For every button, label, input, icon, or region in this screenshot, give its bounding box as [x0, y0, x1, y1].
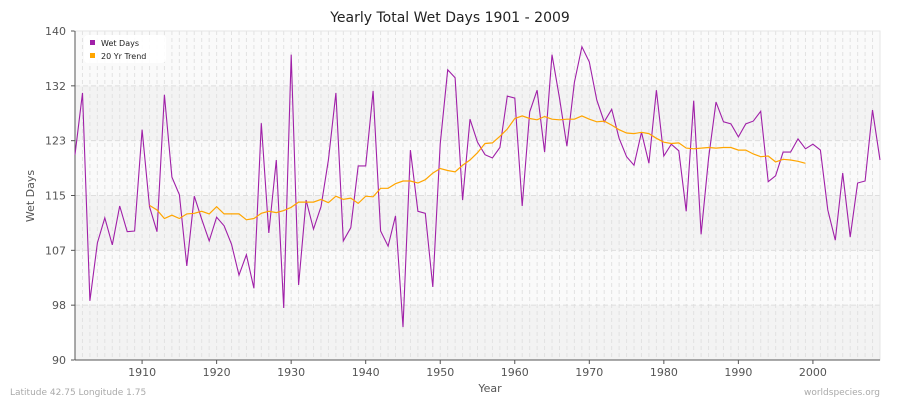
y-tick-label: 140: [45, 25, 66, 38]
legend-label-wet-days: Wet Days: [101, 39, 139, 48]
x-tick-label: 1990: [724, 366, 752, 379]
y-tick-label: 123: [45, 135, 66, 148]
legend-swatch-trend: [90, 53, 95, 58]
x-tick-label: 1960: [501, 366, 529, 379]
legend: Wet Days 20 Yr Trend: [84, 35, 166, 63]
legend-swatch-wet-days: [90, 40, 95, 45]
x-tick-label: 1980: [650, 366, 678, 379]
x-tick-label: 1950: [426, 366, 454, 379]
legend-box: [84, 35, 166, 63]
chart-title: Yearly Total Wet Days 1901 - 2009: [329, 10, 570, 26]
series-line-trend: [149, 115, 806, 221]
location-label: Latitude 42.75 Longitude 1.75: [10, 388, 146, 398]
plot-area: 90 98 107 115 123 132 140 1910 1920 1930 1940 1950 1…: [45, 25, 881, 379]
y-tick-label: 98: [52, 299, 66, 312]
y-axis-label: Wet Days: [24, 170, 37, 223]
x-tick-label: 1920: [203, 366, 231, 379]
legend-label-trend: 20 Yr Trend: [101, 52, 146, 61]
x-axis-label: Year: [477, 382, 502, 395]
x-tick-label: 1940: [352, 366, 380, 379]
x-tick-label: 2000: [799, 366, 827, 379]
y-tick-label: 115: [45, 190, 66, 203]
y-tick-label: 90: [52, 354, 66, 367]
x-tick-label: 1910: [128, 366, 156, 379]
x-tick-label: 1930: [277, 366, 305, 379]
x-tick-label: 1970: [575, 366, 603, 379]
y-tick-label: 107: [45, 244, 66, 257]
source-label: worldspecies.org: [804, 388, 880, 398]
series-line-wet-days: [74, 45, 881, 328]
y-tick-label: 132: [45, 80, 66, 93]
